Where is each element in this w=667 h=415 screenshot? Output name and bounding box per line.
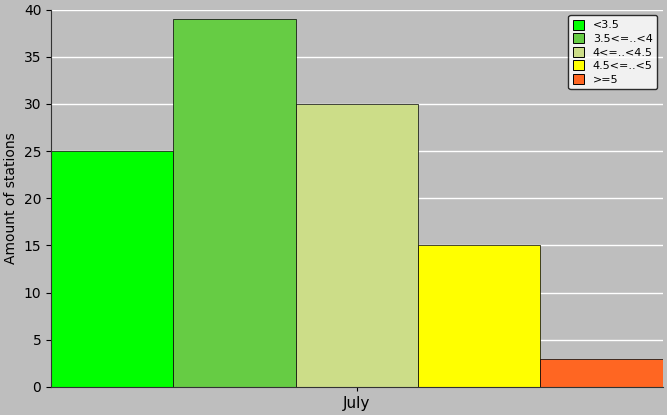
- Legend: <3.5, 3.5<=..<4, 4<=..<4.5, 4.5<=..<5, >=5: <3.5, 3.5<=..<4, 4<=..<4.5, 4.5<=..<5, >…: [568, 15, 657, 89]
- Y-axis label: Amount of stations: Amount of stations: [4, 132, 18, 264]
- Bar: [418, 245, 540, 387]
- Bar: [51, 151, 173, 387]
- Bar: [540, 359, 663, 387]
- Bar: [173, 19, 295, 387]
- Bar: [295, 104, 418, 387]
